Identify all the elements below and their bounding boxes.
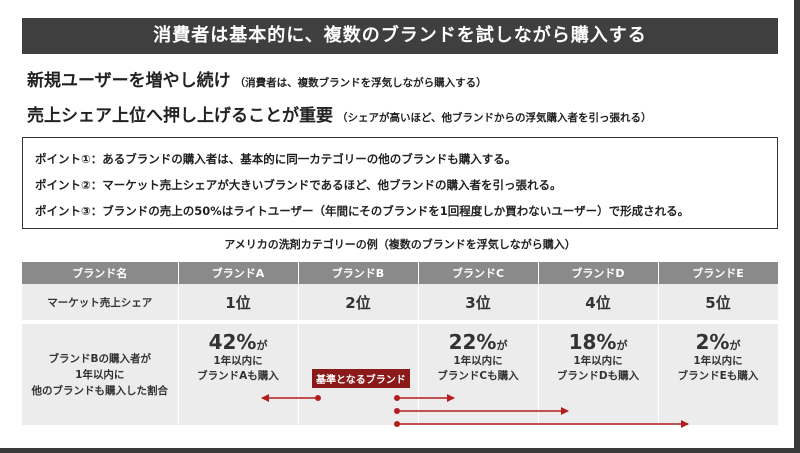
label-line: 他のブランドも購入した割合 [31, 384, 169, 397]
headline-share-rank: 売上シェア上位へ押し上げることが重要 （シェアが高いほど、他ブランドからの浮気購入… [27, 101, 651, 126]
row-label-share: マーケット売上シェア [22, 284, 179, 324]
pct-suffix: が [256, 339, 268, 352]
label-line: ブランドBの購入者が [48, 352, 151, 365]
headline-note: （シェアが高いほど、他ブランドからの浮気購入者を引っ張れる） [337, 112, 652, 124]
points-box: ポイント①：あるブランドの購入者は、基本的に同一カテゴリーの他のブランドも購入す… [22, 137, 778, 229]
pct-value: 18% [568, 330, 617, 354]
pct-line2: ブランドAも購入 [197, 370, 279, 382]
header-brand-d: ブランドD [538, 262, 659, 284]
pct-line2: ブランドCも購入 [437, 370, 519, 382]
rank-brand-b: 2位 [298, 284, 419, 324]
table-row-cross-purchase: ブランドBの購入者が 1年以内に 他のブランドも購入した割合 42%が 1年以内… [22, 322, 779, 425]
frame-border-right [794, 0, 800, 453]
pct-cell-brand-a: 42%が 1年以内に ブランドAも購入 [178, 322, 299, 425]
pct-cell-brand-e: 2%が 1年以内に ブランドEも購入 [658, 322, 779, 425]
table-row-share-rank: マーケット売上シェア 1位 2位 3位 4位 5位 [22, 284, 779, 324]
base-brand-label: 基準となるブランド [312, 369, 410, 388]
rank-brand-a: 1位 [178, 284, 299, 324]
header-brand-name: ブランド名 [22, 262, 179, 284]
point-3: ポイント③：ブランドの売上の50%はライトユーザー（年間にそのブランドを1回程度… [35, 204, 690, 218]
header-brand-a: ブランドA [178, 262, 299, 284]
header-brand-c: ブランドC [418, 262, 539, 284]
rank-brand-c: 3位 [418, 284, 539, 324]
header-brand-b: ブランドB [298, 262, 419, 284]
headline-main: 売上シェア上位へ押し上げることが重要 [27, 106, 333, 126]
pct-value: 42% [208, 330, 257, 354]
headline-main: 新規ユーザーを増やし続け [27, 71, 231, 91]
table-header-row: ブランド名 ブランドA ブランドB ブランドC ブランドD ブランドE [22, 262, 779, 284]
pct-line1: 1年以内に [453, 355, 503, 367]
row-label-cross-purchase: ブランドBの購入者が 1年以内に 他のブランドも購入した割合 [22, 322, 179, 425]
rank-brand-e: 5位 [658, 284, 779, 324]
point-1: ポイント①：あるブランドの購入者は、基本的に同一カテゴリーの他のブランドも購入す… [35, 152, 517, 166]
pct-line2: ブランドEも購入 [677, 370, 759, 382]
table-caption: アメリカの洗剤カテゴリーの例（複数のブランドを浮気しながら購入） [224, 238, 576, 251]
pct-suffix: が [729, 339, 741, 352]
pct-line2: ブランドDも購入 [556, 370, 640, 382]
header-brand-e: ブランドE [658, 262, 779, 284]
pct-cell-brand-d: 18%が 1年以内に ブランドDも購入 [538, 322, 659, 425]
frame-border-bottom [0, 448, 800, 453]
brand-table: ブランド名 ブランドA ブランドB ブランドC ブランドD ブランドE マーケッ… [22, 262, 779, 425]
pct-suffix: が [496, 339, 508, 352]
pct-value: 2% [695, 330, 730, 354]
pct-value: 22% [448, 330, 497, 354]
slide-title: 消費者は基本的に、複数のブランドを試しながら購入する [22, 18, 778, 54]
label-line: 1年以内に [75, 368, 125, 381]
rank-brand-d: 4位 [538, 284, 659, 324]
pct-line1: 1年以内に [213, 355, 263, 367]
headline-new-users: 新規ユーザーを増やし続け （消費者は、複数ブランドを浮気しながら購入する） [27, 66, 487, 91]
pct-line1: 1年以内に [693, 355, 743, 367]
pct-suffix: が [616, 339, 628, 352]
pct-line1: 1年以内に [573, 355, 623, 367]
pct-cell-brand-c: 22%が 1年以内に ブランドCも購入 [418, 322, 539, 425]
headline-note: （消費者は、複数ブランドを浮気しながら購入する） [234, 77, 487, 89]
point-2: ポイント②：マーケット売上シェアが大きいブランドであるほど、他ブランドの購入者を… [35, 178, 562, 192]
